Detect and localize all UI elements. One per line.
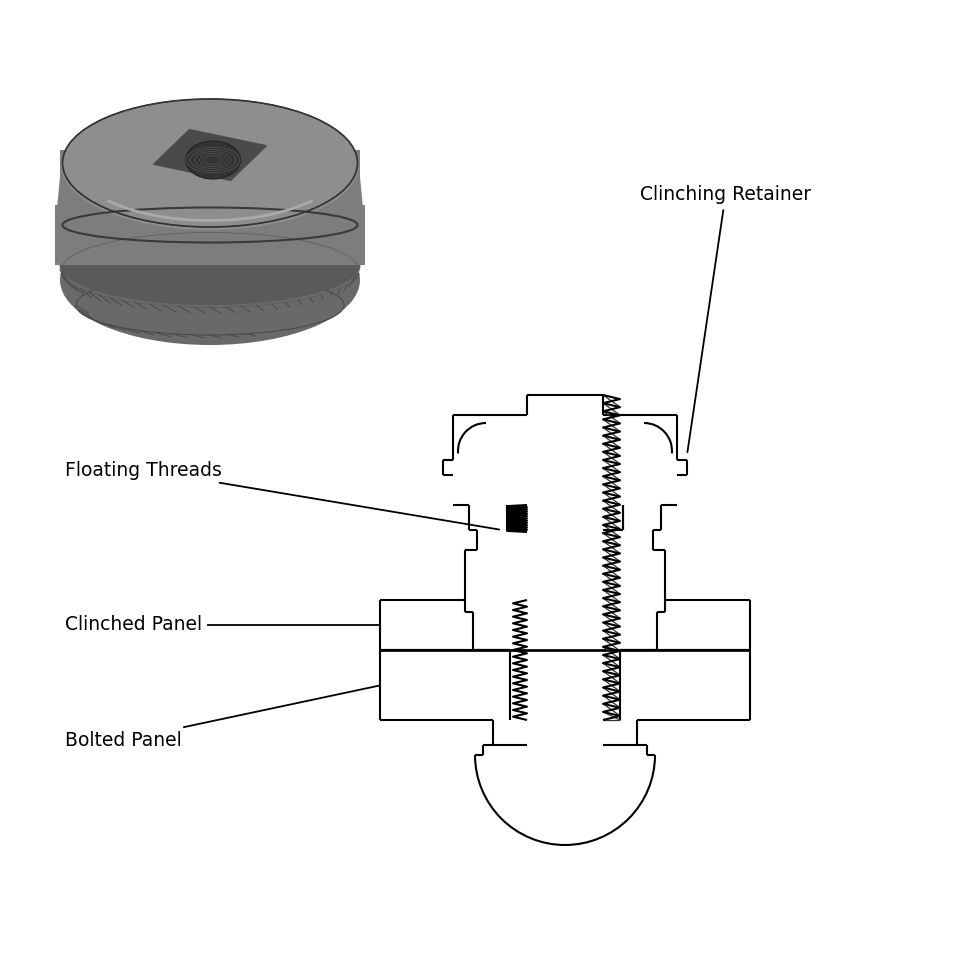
Ellipse shape <box>185 141 241 179</box>
Bar <box>55 205 365 265</box>
Text: Bolted Panel: Bolted Panel <box>65 685 379 750</box>
Text: Clinching Retainer: Clinching Retainer <box>640 185 811 452</box>
Text: Clinched Panel: Clinched Panel <box>65 615 379 635</box>
Ellipse shape <box>76 275 344 335</box>
Ellipse shape <box>62 99 357 227</box>
Ellipse shape <box>60 225 360 305</box>
Polygon shape <box>154 130 266 180</box>
Ellipse shape <box>61 100 359 230</box>
Text: Floating Threads: Floating Threads <box>65 461 499 530</box>
Polygon shape <box>55 155 365 270</box>
Bar <box>60 150 360 260</box>
Ellipse shape <box>60 215 360 345</box>
